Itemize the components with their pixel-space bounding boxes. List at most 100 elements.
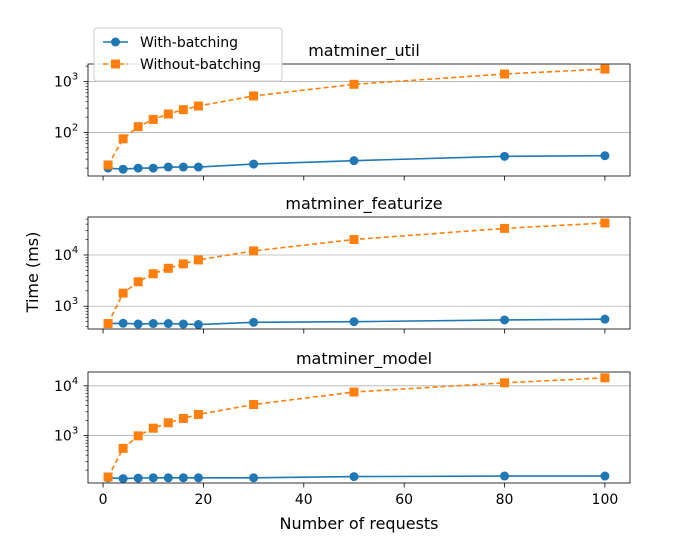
legend-marker-with [111, 37, 120, 47]
data-point-with-batching [249, 317, 259, 327]
panel-3: matminer_model 103 104 0 20 40 60 80 100 [54, 349, 631, 508]
data-point-with-batching [600, 151, 610, 161]
panel-title: matminer_model [296, 349, 432, 369]
data-point-without-batching [500, 378, 510, 388]
data-point-without-batching [103, 160, 113, 170]
x-tick-label: 20 [195, 492, 213, 508]
data-point-without-batching [193, 255, 203, 265]
data-point-without-batching [600, 64, 610, 74]
data-point-without-batching [349, 235, 359, 245]
data-point-without-batching [193, 101, 203, 111]
data-point-with-batching [133, 473, 143, 483]
legend-marker-without [111, 59, 120, 69]
data-point-without-batching [600, 373, 610, 383]
data-point-without-batching [133, 431, 143, 441]
y-tick-label: 102 [54, 122, 78, 141]
x-tick-label: 80 [496, 492, 514, 508]
data-point-without-batching [118, 443, 128, 453]
data-point-with-batching [500, 471, 510, 481]
y-tick-exponent: 2 [72, 122, 78, 133]
data-point-without-batching [118, 134, 128, 144]
data-point-with-batching [349, 317, 359, 327]
data-point-with-batching [178, 319, 188, 329]
data-point-without-batching [178, 413, 188, 423]
x-tick-label: 100 [592, 492, 619, 508]
data-point-without-batching [103, 472, 113, 482]
data-point-with-batching [163, 319, 173, 329]
y-tick-label: 103 [54, 71, 78, 90]
data-point-without-batching [148, 423, 158, 433]
y-tick-exponent: 3 [72, 296, 78, 307]
data-point-without-batching [148, 114, 158, 124]
y-tick-label: 104 [54, 376, 78, 395]
data-point-with-batching [133, 163, 143, 173]
data-point-with-batching [249, 159, 259, 169]
data-point-without-batching [178, 105, 188, 115]
data-point-without-batching [349, 387, 359, 397]
panels: matminer_util 102 103 matminer_featurize 103… [54, 41, 631, 508]
data-point-with-batching [500, 315, 510, 325]
data-point-with-batching [118, 474, 128, 484]
data-point-with-batching [349, 156, 359, 166]
data-point-with-batching [118, 164, 128, 174]
legend: With-batching Without-batching [93, 27, 283, 82]
plot-frame [87, 371, 631, 484]
y-tick-label: 103 [54, 425, 78, 444]
data-point-without-batching [118, 288, 128, 298]
legend-label-without: Without-batching [140, 57, 261, 73]
data-point-with-batching [178, 473, 188, 483]
data-point-with-batching [193, 162, 203, 172]
x-tick-label: 0 [99, 492, 108, 508]
data-point-without-batching [249, 91, 259, 101]
data-point-without-batching [163, 418, 173, 428]
legend-label-with: With-batching [140, 35, 238, 51]
data-point-without-batching [133, 122, 143, 132]
data-point-with-batching [600, 314, 610, 324]
data-point-with-batching [193, 473, 203, 483]
data-point-without-batching [103, 319, 113, 329]
x-axis-label: Number of requests [279, 514, 438, 533]
data-point-without-batching [163, 109, 173, 119]
data-point-with-batching [163, 473, 173, 483]
plot-frame [87, 63, 631, 177]
y-axis-label: Time (ms) [23, 232, 42, 314]
data-point-with-batching [349, 472, 359, 482]
x-tick-label: 40 [295, 492, 313, 508]
y-tick-exponent: 4 [72, 376, 78, 387]
data-point-with-batching [178, 162, 188, 172]
data-point-with-batching [600, 471, 610, 481]
y-tick-exponent: 3 [72, 71, 78, 82]
data-point-without-batching [249, 400, 259, 410]
panel-2: matminer_featurize 103 104 [54, 194, 631, 334]
data-point-without-batching [600, 218, 610, 228]
data-point-with-batching [193, 320, 203, 330]
panel-title: matminer_featurize [285, 194, 442, 214]
y-tick-label: 104 [54, 245, 78, 264]
data-point-without-batching [349, 79, 359, 89]
y-tick-exponent: 4 [72, 245, 78, 256]
x-tick-label: 60 [395, 492, 413, 508]
y-tick-exponent: 3 [72, 425, 78, 436]
data-point-with-batching [118, 318, 128, 328]
data-point-without-batching [500, 223, 510, 233]
data-point-without-batching [133, 277, 143, 287]
data-point-with-batching [249, 473, 259, 483]
plot-frame [87, 216, 631, 330]
y-tick-label: 103 [54, 296, 78, 315]
series-line-without-batching [107, 222, 605, 324]
data-point-without-batching [163, 263, 173, 273]
legend-box [93, 27, 283, 82]
data-point-without-batching [178, 259, 188, 269]
data-point-without-batching [500, 69, 510, 79]
data-point-with-batching [500, 151, 510, 161]
data-point-with-batching [148, 163, 158, 173]
data-point-without-batching [148, 269, 158, 279]
data-point-with-batching [163, 162, 173, 172]
panel-title: matminer_util [308, 41, 420, 61]
data-point-without-batching [193, 409, 203, 419]
data-point-with-batching [133, 319, 143, 329]
data-point-without-batching [249, 246, 259, 256]
data-point-with-batching [148, 319, 158, 329]
data-point-with-batching [148, 473, 158, 483]
